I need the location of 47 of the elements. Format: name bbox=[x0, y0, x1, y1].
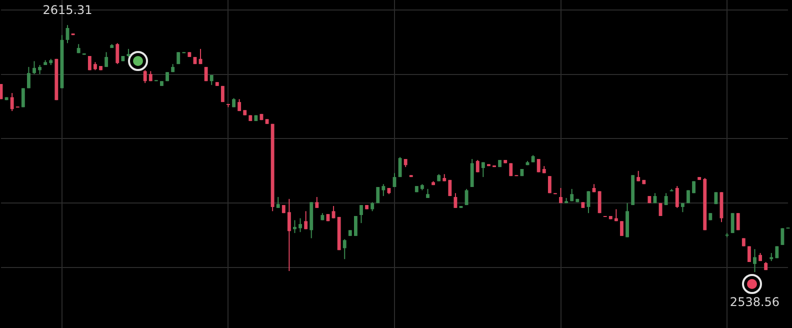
candlestick bbox=[481, 162, 485, 178]
candlestick bbox=[747, 246, 751, 263]
candlestick bbox=[370, 202, 374, 212]
candlestick bbox=[88, 56, 92, 71]
candlestick bbox=[559, 187, 562, 204]
candlestick bbox=[376, 186, 380, 204]
candlestick bbox=[276, 196, 280, 208]
candlestick bbox=[753, 248, 756, 273]
candlestick bbox=[426, 188, 430, 198]
candlestick bbox=[780, 228, 784, 246]
candlestick bbox=[454, 192, 458, 208]
candlestick bbox=[536, 158, 540, 173]
candlestick bbox=[570, 188, 574, 202]
candlestick bbox=[287, 198, 291, 272]
candlestick bbox=[104, 52, 108, 68]
candlestick bbox=[143, 70, 147, 84]
candlestick bbox=[736, 212, 740, 231]
annotation: 2538.56 bbox=[730, 295, 780, 310]
candlestick bbox=[210, 74, 214, 86]
annotation: 2615.31 bbox=[42, 3, 92, 18]
candlestick bbox=[398, 156, 402, 178]
candlestick bbox=[315, 196, 319, 208]
candlestick bbox=[548, 176, 552, 194]
candlestick bbox=[21, 88, 25, 108]
candlestick bbox=[332, 206, 336, 219]
candlestick bbox=[38, 64, 42, 75]
candlestick bbox=[686, 190, 690, 204]
candlestick bbox=[304, 210, 308, 230]
candlestick bbox=[342, 238, 346, 260]
candlestick bbox=[360, 204, 363, 224]
candlestick bbox=[620, 220, 624, 236]
candlestick bbox=[680, 202, 684, 213]
candlestick bbox=[116, 42, 120, 65]
candlestick bbox=[464, 188, 468, 206]
candlestick bbox=[476, 159, 480, 173]
candlestick bbox=[32, 60, 36, 75]
candlestick bbox=[470, 158, 474, 188]
candlestick bbox=[598, 190, 602, 214]
candlestick bbox=[10, 92, 14, 112]
candlestick bbox=[730, 212, 734, 234]
candlestick bbox=[382, 184, 386, 197]
candlestick bbox=[293, 220, 296, 234]
candlestick bbox=[509, 162, 513, 177]
candlestick bbox=[298, 218, 302, 233]
candlestick bbox=[26, 66, 30, 89]
candlestick bbox=[354, 215, 358, 236]
candlestick bbox=[675, 186, 679, 208]
